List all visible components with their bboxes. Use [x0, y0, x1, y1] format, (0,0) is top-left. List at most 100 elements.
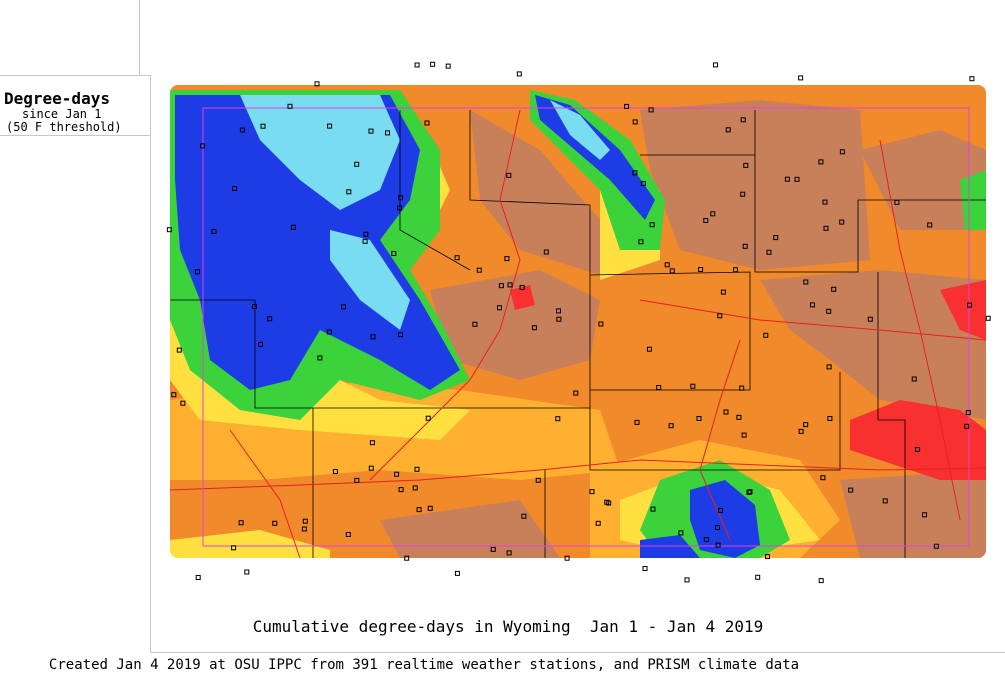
- cyan-zone: [240, 95, 610, 330]
- station: [740, 191, 746, 197]
- station: [736, 414, 742, 420]
- station: [718, 507, 724, 513]
- station: [632, 170, 638, 176]
- station: [818, 159, 824, 165]
- station: [195, 575, 201, 580]
- station: [398, 332, 403, 338]
- station: [741, 432, 747, 438]
- station: [506, 550, 512, 556]
- county-lines: [170, 110, 986, 558]
- station: [656, 385, 662, 390]
- station: [362, 238, 368, 244]
- station: [391, 251, 397, 256]
- station: [385, 130, 390, 136]
- station: [634, 419, 640, 425]
- station: [290, 224, 296, 230]
- station: [598, 321, 604, 327]
- station: [430, 61, 436, 67]
- station: [698, 267, 704, 272]
- station: [773, 235, 779, 241]
- station: [519, 285, 525, 290]
- station: [703, 537, 709, 542]
- station: [531, 325, 537, 331]
- station: [715, 542, 721, 548]
- station: [642, 566, 648, 571]
- station: [398, 487, 404, 493]
- station: [555, 416, 561, 422]
- station: [720, 289, 726, 295]
- station: [911, 376, 917, 382]
- station: [794, 176, 800, 182]
- station: [231, 545, 237, 551]
- station: [933, 543, 939, 549]
- station: [969, 76, 975, 82]
- station: [638, 239, 644, 245]
- station: [839, 149, 845, 155]
- station: [398, 195, 404, 201]
- station: [564, 555, 570, 561]
- station: [739, 385, 745, 391]
- station: [251, 304, 257, 310]
- station: [267, 316, 273, 322]
- station: [341, 304, 346, 310]
- station: [445, 63, 451, 69]
- station: [238, 520, 244, 526]
- station: [171, 392, 177, 398]
- frame: [0, 0, 1005, 653]
- station: [985, 315, 991, 321]
- station: [839, 219, 845, 225]
- station: [368, 128, 374, 134]
- station: [345, 532, 351, 537]
- station: [894, 199, 900, 205]
- station: [684, 577, 690, 583]
- station: [472, 321, 478, 327]
- station: [326, 329, 332, 335]
- station: [823, 225, 829, 231]
- station: [766, 249, 772, 255]
- station: [176, 347, 182, 353]
- station: [368, 465, 374, 471]
- station: [272, 520, 278, 526]
- station: [427, 505, 433, 511]
- station: [882, 498, 888, 504]
- station: [595, 520, 601, 526]
- station: [648, 107, 654, 113]
- station: [715, 525, 720, 530]
- station: [394, 471, 400, 477]
- station: [624, 103, 630, 109]
- station: [664, 262, 670, 268]
- station: [327, 123, 333, 129]
- station: [416, 507, 422, 513]
- station: [317, 355, 323, 361]
- station: [166, 227, 172, 233]
- station: [211, 228, 217, 234]
- station: [922, 512, 927, 518]
- station: [424, 120, 430, 126]
- station: [746, 489, 752, 495]
- station: [573, 390, 579, 396]
- station: [354, 161, 360, 167]
- station: [848, 487, 854, 493]
- station: [476, 267, 482, 273]
- station: [649, 222, 655, 228]
- station: [743, 162, 749, 168]
- station: [414, 466, 420, 472]
- station: [710, 211, 716, 217]
- station: [412, 485, 418, 491]
- legend-title: Degree-days: [4, 89, 110, 108]
- station: [314, 81, 320, 87]
- station: [640, 181, 646, 187]
- station: [556, 308, 561, 314]
- station: [818, 578, 824, 584]
- station: [232, 186, 238, 191]
- station: [826, 308, 832, 314]
- station: [798, 428, 804, 434]
- station: [646, 346, 652, 352]
- station: [244, 569, 250, 575]
- station: [820, 475, 826, 481]
- station: [632, 119, 638, 125]
- station: [363, 231, 369, 237]
- border-lines: [202, 107, 970, 547]
- legend-subtitle: since Jan 1: [22, 107, 101, 121]
- station: [742, 243, 748, 249]
